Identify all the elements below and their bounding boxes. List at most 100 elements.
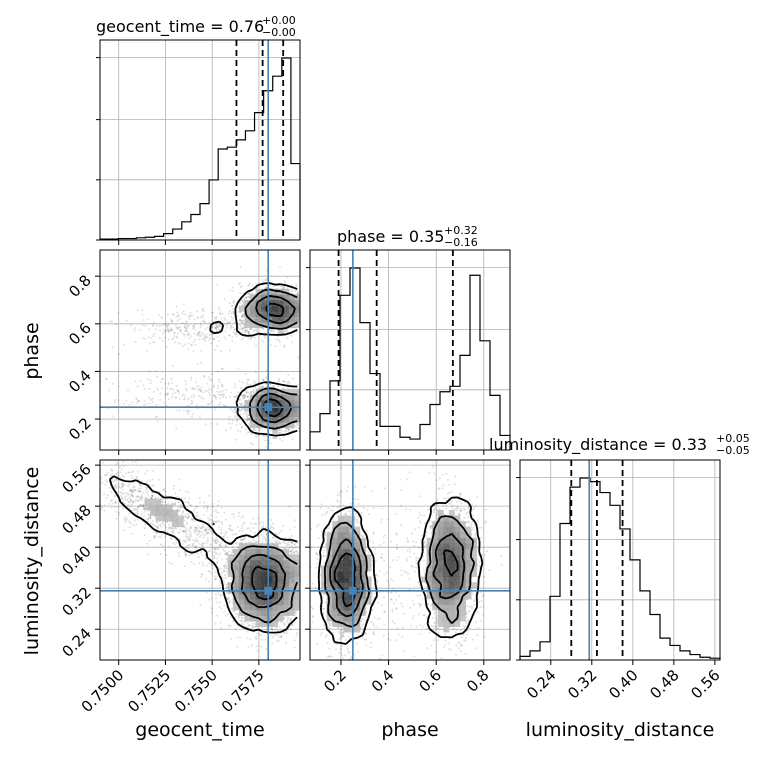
sample-point xyxy=(150,337,153,339)
sample-point xyxy=(214,318,217,321)
sample-point xyxy=(249,327,252,330)
sample-point xyxy=(250,433,253,435)
sample-point xyxy=(198,331,201,333)
sample-point xyxy=(247,414,250,417)
sample-point xyxy=(206,403,209,406)
sample-point xyxy=(302,302,304,304)
sample-point xyxy=(157,389,159,392)
sample-point xyxy=(306,425,308,427)
density-cell xyxy=(288,316,295,323)
sample-point xyxy=(148,402,151,405)
density-cell xyxy=(266,322,273,329)
sample-point xyxy=(118,353,121,356)
sample-point xyxy=(295,546,298,548)
sample-point xyxy=(307,316,309,318)
density-cell xyxy=(283,416,290,423)
sample-point xyxy=(204,423,207,426)
sample-point xyxy=(303,581,305,583)
sample-point xyxy=(214,327,217,330)
sample-point xyxy=(218,381,221,384)
sample-point xyxy=(179,325,182,328)
sample-point xyxy=(238,380,241,383)
sample-point xyxy=(247,395,249,398)
sample-point xyxy=(211,311,214,314)
sample-point xyxy=(242,394,245,397)
sample-point xyxy=(223,393,226,396)
sample-point xyxy=(192,388,195,391)
sample-point xyxy=(148,328,151,331)
sample-point xyxy=(284,542,287,544)
sample-point xyxy=(261,537,264,540)
sample-point xyxy=(213,337,216,340)
sample-point xyxy=(255,328,258,331)
sample-point xyxy=(203,321,206,324)
sample-point xyxy=(184,325,187,328)
sample-point xyxy=(295,285,298,288)
sample-point xyxy=(128,403,131,406)
sample-point xyxy=(253,328,256,331)
sample-point xyxy=(287,380,290,383)
sample-point xyxy=(264,538,267,540)
sample-point xyxy=(210,342,212,345)
sample-point xyxy=(226,586,229,589)
sample-point xyxy=(172,388,175,391)
sample-point xyxy=(262,385,265,388)
sample-point xyxy=(216,326,219,328)
sample-point xyxy=(208,321,211,324)
sample-point xyxy=(216,336,219,338)
sample-point xyxy=(216,384,219,387)
density-cell xyxy=(244,316,251,323)
sample-point xyxy=(211,326,214,329)
sample-point xyxy=(317,309,319,311)
sample-point xyxy=(218,378,220,381)
sample-point xyxy=(237,512,240,514)
sample-point xyxy=(265,445,268,448)
sample-point xyxy=(171,364,174,367)
sample-point xyxy=(242,313,245,316)
sample-point xyxy=(230,391,233,394)
sample-point xyxy=(97,329,99,331)
title-geocent-time-median: 0.76 xyxy=(229,17,265,36)
sample-point xyxy=(301,568,303,570)
density-cell xyxy=(250,422,256,429)
sample-point xyxy=(192,324,195,327)
sample-point xyxy=(114,398,117,401)
sample-point xyxy=(285,328,288,331)
density-cell xyxy=(250,311,256,317)
sample-point xyxy=(178,409,181,412)
sample-point xyxy=(141,309,144,311)
sample-point xyxy=(242,314,245,317)
sample-point xyxy=(305,402,307,404)
sample-point xyxy=(178,318,181,321)
sample-point xyxy=(214,394,217,397)
sample-point xyxy=(271,642,274,645)
sample-point xyxy=(278,429,281,431)
density-cell xyxy=(288,305,295,312)
density-cell xyxy=(250,305,256,312)
sample-point xyxy=(185,321,188,323)
sample-point xyxy=(247,295,250,298)
sample-point xyxy=(178,391,180,394)
sample-point xyxy=(314,298,316,300)
sample-point xyxy=(297,423,299,426)
sample-point xyxy=(220,317,223,320)
sample-point xyxy=(231,319,234,321)
sample-point xyxy=(221,367,224,370)
sample-point xyxy=(229,616,232,619)
sample-point xyxy=(241,315,244,318)
sample-point xyxy=(198,394,200,397)
sample-point xyxy=(242,537,245,540)
sample-point xyxy=(166,393,169,396)
sample-point xyxy=(167,323,170,325)
sample-point xyxy=(147,378,149,381)
sample-point xyxy=(243,521,246,524)
hist-panel-geocent_time xyxy=(96,39,301,241)
sample-point xyxy=(264,335,267,338)
sample-point xyxy=(264,427,267,430)
sample-point xyxy=(249,390,252,393)
sample-point xyxy=(241,315,244,318)
sample-point xyxy=(211,311,214,314)
sample-point xyxy=(240,338,243,341)
sample-point xyxy=(188,332,191,335)
sample-point xyxy=(321,312,323,314)
